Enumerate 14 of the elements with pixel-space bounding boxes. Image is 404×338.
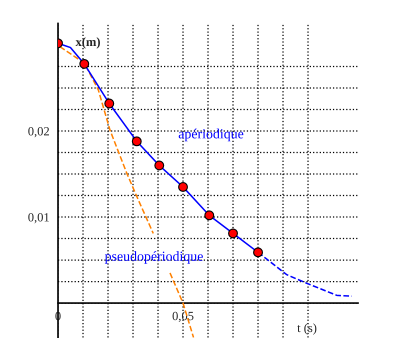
point bbox=[104, 98, 114, 108]
y-tick-label: 0,01 bbox=[28, 213, 49, 224]
point bbox=[154, 160, 164, 170]
x-axis-title: t (s) bbox=[297, 323, 316, 335]
point bbox=[228, 228, 238, 238]
point bbox=[253, 247, 263, 258]
annotation: apériodique bbox=[178, 128, 244, 142]
annotation: pseudopériodique bbox=[104, 251, 203, 264]
point bbox=[132, 136, 142, 146]
y-axis-title: x(m) bbox=[76, 37, 100, 49]
point bbox=[178, 182, 188, 192]
y-tick-label: 0,02 bbox=[28, 127, 49, 138]
point bbox=[204, 210, 214, 220]
point bbox=[79, 58, 90, 69]
